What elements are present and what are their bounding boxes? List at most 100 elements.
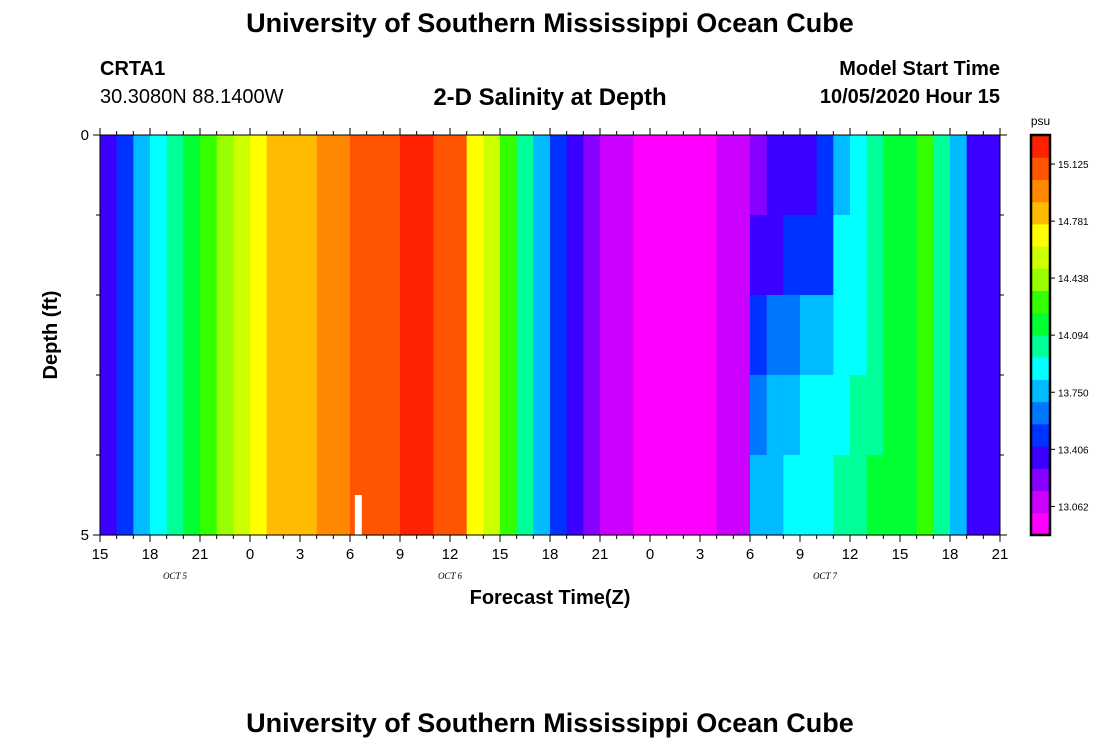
heatmap-cell	[233, 135, 251, 216]
heatmap-cell	[433, 295, 451, 376]
heatmap-cell	[283, 215, 301, 296]
x-tick-label: 15	[892, 546, 909, 563]
heatmap-cell	[233, 375, 251, 456]
heatmap-cell	[833, 375, 851, 456]
heatmap-cell	[516, 135, 534, 216]
x-tick-label: 12	[842, 546, 859, 563]
heatmap-cell	[300, 455, 318, 536]
x-axis: 15 18 21 0 3 6 9 12 15 18 21 0 3 6 9 12 15 18 21 OCT 5 OCT 6…	[92, 128, 1008, 581]
heatmap-cell	[850, 375, 868, 456]
heatmap-cell	[216, 295, 234, 376]
heatmap-cell	[700, 375, 718, 456]
heatmap-cell	[750, 295, 768, 376]
heatmap-cell	[766, 295, 784, 376]
heatmap-cell	[350, 135, 368, 216]
heatmap-cell	[800, 375, 818, 456]
heatmap-cell	[150, 295, 168, 376]
heatmap-cell	[133, 455, 151, 536]
heatmap-cell	[366, 215, 384, 296]
heatmap-cell	[116, 375, 134, 456]
colorbar-segment	[1031, 268, 1050, 292]
heatmap-cell	[400, 295, 418, 376]
heatmap-cell	[166, 375, 184, 456]
heatmap-cell	[216, 455, 234, 536]
heatmap-cell	[383, 215, 401, 296]
heatmap-cell	[600, 215, 618, 296]
x-tick-label: 12	[442, 546, 459, 563]
colorbar-segment	[1031, 357, 1050, 380]
heatmap-cell	[183, 215, 201, 296]
x-tick-label: 6	[746, 546, 754, 563]
heatmap-cell	[366, 375, 384, 456]
heatmap-cell	[833, 135, 851, 216]
heatmap-cell	[250, 455, 268, 536]
heatmap-cell	[466, 455, 484, 536]
heatmap-cell	[100, 295, 118, 376]
heatmap-cell	[383, 455, 401, 536]
heatmap-cell	[516, 295, 534, 376]
heatmap-cell	[833, 215, 851, 296]
colorbar-segment	[1031, 512, 1050, 536]
heatmap-cell	[866, 215, 884, 296]
heatmap-cell	[216, 375, 234, 456]
heatmap-cell	[300, 375, 318, 456]
heatmap-cell	[833, 295, 851, 376]
heatmap-cell	[133, 295, 151, 376]
heatmap-cell	[766, 215, 784, 296]
heatmap-cell	[616, 295, 634, 376]
heatmap-cell	[366, 135, 384, 216]
station-id: CRTA1	[100, 58, 166, 80]
heatmap-cell	[483, 135, 501, 216]
heatmap-cell	[816, 135, 834, 216]
y-axis-label: Depth (ft)	[40, 291, 62, 380]
heatmap-cell	[750, 215, 768, 296]
heatmap-cell	[100, 135, 118, 216]
heatmap-cell	[750, 135, 768, 216]
heatmap-cell	[316, 215, 334, 296]
heatmap-cell	[583, 455, 601, 536]
heatmap-cell	[966, 455, 984, 536]
heatmap-cell	[716, 375, 734, 456]
heatmap-cell	[533, 215, 551, 296]
heatmap-cell	[633, 215, 651, 296]
heatmap-cell	[950, 455, 968, 536]
heatmap-cell	[416, 375, 434, 456]
heatmap-cell	[800, 455, 818, 536]
heatmap-cell	[483, 215, 501, 296]
heatmap-cell	[533, 455, 551, 536]
heatmap-cell	[750, 455, 768, 536]
y-tick-label: 0	[81, 127, 89, 144]
heatmap-cell	[700, 135, 718, 216]
model-start-label: Model Start Time	[839, 58, 1000, 80]
heatmap-cell	[383, 295, 401, 376]
colorbar-segment	[1031, 312, 1050, 336]
heatmap-cell	[616, 215, 634, 296]
heatmap-cell	[966, 215, 984, 296]
heatmap-cell	[500, 135, 518, 216]
chart-subtitle: 2-D Salinity at Depth	[433, 84, 667, 111]
colorbar-tick-label: 14.438	[1058, 274, 1089, 285]
heatmap-cell	[416, 295, 434, 376]
heatmap-cell	[666, 455, 684, 536]
heatmap-cell	[383, 135, 401, 216]
heatmap-cell	[883, 215, 901, 296]
heatmap-cell	[366, 455, 384, 536]
heatmap-cell	[316, 295, 334, 376]
heatmap-cell	[150, 215, 168, 296]
heatmap-cell	[450, 455, 468, 536]
x-tick-label: 18	[942, 546, 959, 563]
heatmap-cell	[900, 135, 918, 216]
heatmap-cell	[200, 455, 218, 536]
heatmap-cell	[650, 295, 668, 376]
heatmap-cell	[800, 215, 818, 296]
heatmap-cell	[400, 455, 418, 536]
heatmap-cell	[683, 135, 701, 216]
heatmap-cell	[950, 215, 968, 296]
heatmap-cell	[350, 295, 368, 376]
colorbar-tick-label: 14.094	[1058, 331, 1089, 342]
colorbar-segment	[1031, 446, 1050, 469]
heatmap-cell	[266, 455, 284, 536]
heatmap-cell	[500, 455, 518, 536]
heatmap-cell	[133, 215, 151, 296]
heatmap-cell	[483, 455, 501, 536]
